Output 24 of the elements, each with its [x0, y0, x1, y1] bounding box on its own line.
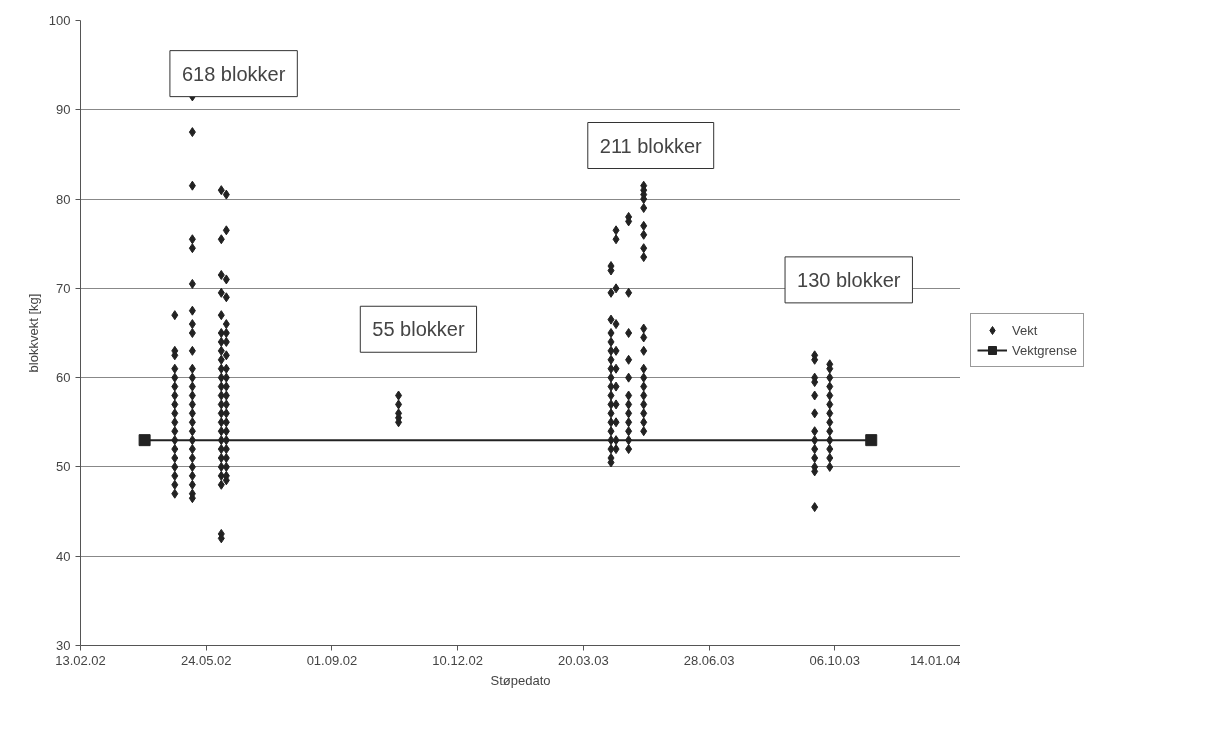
annotation: 618 blokker: [181, 62, 286, 85]
x-tick-label: 20.03.03: [558, 652, 609, 668]
annotation: 130 blokker: [797, 268, 901, 291]
x-tick-label: 13.02.02: [55, 652, 106, 668]
x-tick-label: 28.06.03: [683, 652, 735, 668]
x-tick-label: 10.12.02: [432, 652, 483, 668]
y-axis-title: blokkvekt [kg]: [25, 293, 41, 373]
x-tick-label: 14.01.04: [909, 652, 961, 668]
annotation: 211 blokker: [599, 134, 703, 157]
annotation: 55 blokker: [372, 318, 465, 341]
y-tick-label: 50: [56, 459, 71, 475]
x-tick-label: 06.10.03: [809, 652, 861, 668]
y-tick-label: 60: [56, 370, 71, 386]
x-tick-label: 01.09.02: [306, 652, 358, 668]
x-tick-label: 24.05.02: [180, 652, 232, 668]
y-tick-label: 100: [48, 13, 71, 28]
y-tick-label: 30: [56, 638, 71, 653]
y-tick-label: 40: [56, 548, 71, 564]
y-tick-label: 90: [56, 102, 71, 118]
y-tick-label: 80: [56, 191, 71, 207]
legend-label: Vektgrense: [1012, 342, 1078, 358]
y-tick-label: 70: [56, 280, 71, 296]
x-axis-title: Støpedato: [490, 672, 551, 688]
legend-label: Vekt: [1012, 322, 1038, 338]
